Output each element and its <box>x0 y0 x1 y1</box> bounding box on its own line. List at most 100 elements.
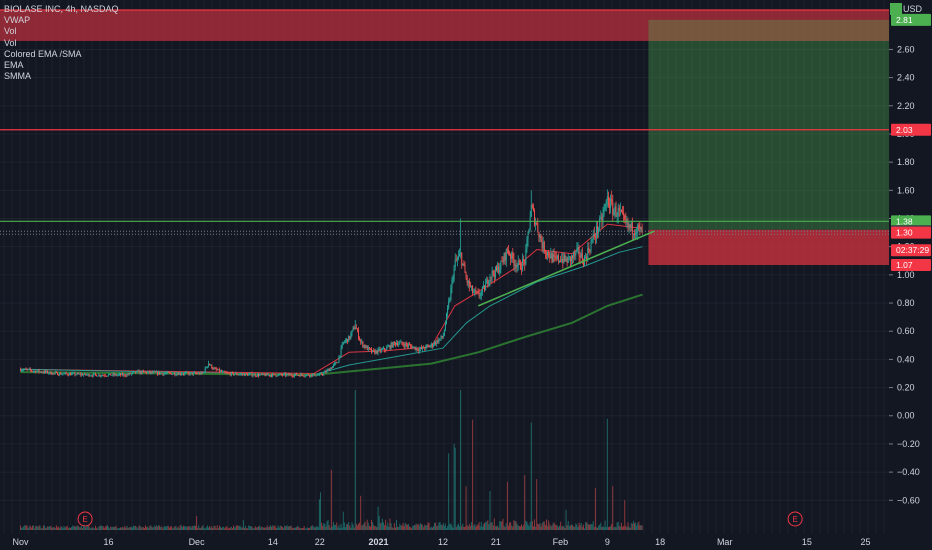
candle-body <box>317 374 319 376</box>
candle-body <box>441 336 443 338</box>
volume-bar <box>387 522 389 530</box>
candle-body <box>561 258 563 262</box>
currency-tag-marker <box>890 3 902 15</box>
candle-body <box>155 371 157 373</box>
candle-body <box>405 343 407 345</box>
volume-bar <box>513 520 515 530</box>
volume-bar <box>392 527 394 530</box>
volume-bar <box>285 526 287 530</box>
candle-body <box>516 265 518 268</box>
indicator-ema[interactable]: EMA <box>4 60 24 71</box>
volume-bar <box>504 527 506 530</box>
volume-bar <box>97 528 99 530</box>
candle-body <box>39 371 41 373</box>
candle-body <box>202 372 204 374</box>
candle-body <box>585 256 587 258</box>
horizontal-lines[interactable] <box>0 9 889 235</box>
volume-bar <box>284 525 286 530</box>
volume-bar <box>59 528 61 530</box>
candle-body <box>279 373 281 375</box>
candle-body <box>630 222 632 228</box>
indicator-colored-ema-sma[interactable]: Colored EMA /SMA <box>4 48 82 59</box>
candle-body <box>466 278 468 283</box>
volume-bar <box>501 521 503 530</box>
time-axis-tick-label: 2021 <box>368 537 388 547</box>
candle-body <box>587 247 589 260</box>
price-tag-label: 1.38 <box>896 216 913 226</box>
volume-bar <box>454 447 456 530</box>
candle-body <box>313 373 315 375</box>
candle-body <box>176 373 178 375</box>
candle-body <box>435 342 437 345</box>
price-axis-background[interactable] <box>889 0 932 550</box>
candle-body <box>60 372 62 375</box>
volume-bar <box>329 527 331 530</box>
candle-body <box>271 375 273 377</box>
volume-bar <box>251 526 253 530</box>
volume-bar <box>229 527 231 530</box>
indicator-vol-2[interactable]: Vol <box>4 37 17 48</box>
volume-bar <box>551 525 553 530</box>
volume-bar <box>394 527 396 530</box>
candle-body <box>249 373 251 375</box>
volume-bar <box>180 525 182 530</box>
candle-body <box>48 373 50 374</box>
candle-body <box>339 355 341 357</box>
candle-body <box>589 250 591 252</box>
volume-bar <box>38 525 40 530</box>
volume-bar <box>99 526 101 530</box>
volume-bar <box>328 525 330 530</box>
candle-body <box>328 369 330 371</box>
volume-bar <box>548 520 550 530</box>
candle-body <box>538 232 540 238</box>
volume-bar <box>167 525 169 530</box>
candle-body <box>361 341 363 343</box>
candle-body <box>298 375 300 376</box>
candle-body <box>310 374 312 377</box>
candle-body <box>554 256 556 257</box>
trendline-layer[interactable] <box>477 230 655 307</box>
volume-bar <box>464 526 466 530</box>
volume-bar <box>557 527 559 530</box>
candle-body <box>619 210 621 212</box>
time-axis[interactable]: Nov 16 Dec 14 22 2021 12 21 Feb 9 18 Mar 15 25 <box>13 537 871 547</box>
candle-body <box>28 368 30 370</box>
candle-body <box>537 223 539 233</box>
indicator-smma[interactable]: SMMA <box>4 71 31 82</box>
volume-bar <box>597 527 599 530</box>
volume-bar <box>105 525 107 530</box>
volume-bar <box>58 526 60 530</box>
candle-body <box>450 287 452 300</box>
grid-lines <box>0 0 889 534</box>
volume-bar <box>482 524 484 530</box>
time-axis-background[interactable] <box>0 534 889 550</box>
volume-bar <box>414 525 416 530</box>
volume-bar <box>70 527 72 530</box>
volume-bar <box>231 528 233 530</box>
candle-body <box>283 373 285 376</box>
volume-bar <box>528 526 530 530</box>
candle-body <box>414 346 416 350</box>
candle-body <box>98 374 100 377</box>
candle-body <box>78 373 80 375</box>
time-axis-tick-label: Feb <box>553 537 569 547</box>
candle-body <box>422 346 424 349</box>
volume-bar <box>413 525 415 530</box>
candle-body <box>29 368 31 371</box>
volume-bar <box>519 526 521 530</box>
candle-body <box>199 372 201 375</box>
candle-body <box>154 371 156 373</box>
candle-body <box>124 374 126 376</box>
candle-body <box>243 373 245 376</box>
indicator-vol-1[interactable]: Vol <box>4 26 17 37</box>
symbol-title[interactable]: BIOLASE INC, 4h, NASDAQ <box>4 4 119 14</box>
candle-body <box>51 374 53 375</box>
volume-bar <box>85 527 87 530</box>
volume-bar <box>472 419 474 530</box>
indicator-vwap[interactable]: VWAP <box>4 15 31 26</box>
candle-body <box>268 374 270 376</box>
candle-body <box>429 345 431 347</box>
